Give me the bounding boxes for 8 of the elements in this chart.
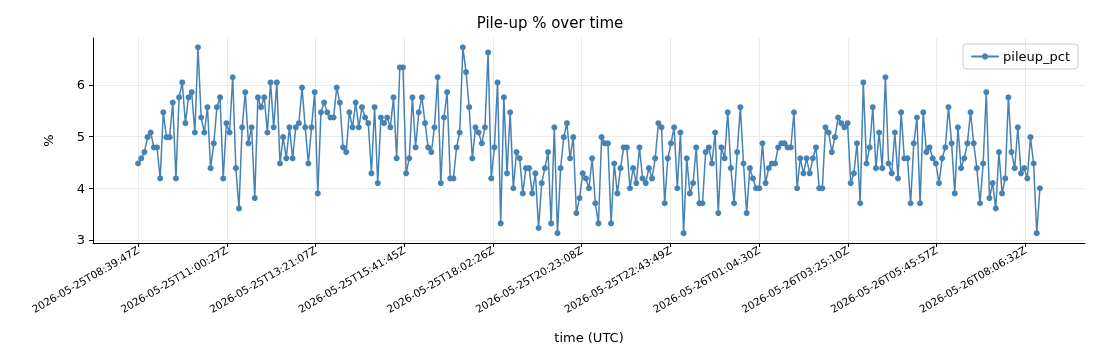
y-tick-label: 4: [76, 180, 85, 196]
y-tick-label: 6: [76, 77, 85, 93]
x-axis-title: time (UTC): [554, 330, 624, 345]
y-axis-title: %: [41, 134, 56, 147]
y-tick-label: 5: [76, 129, 85, 145]
chart-title: Pile-up % over time: [476, 13, 624, 32]
y-tick-label: 3: [76, 232, 85, 248]
legend-label: pileup_pct: [1003, 49, 1071, 64]
